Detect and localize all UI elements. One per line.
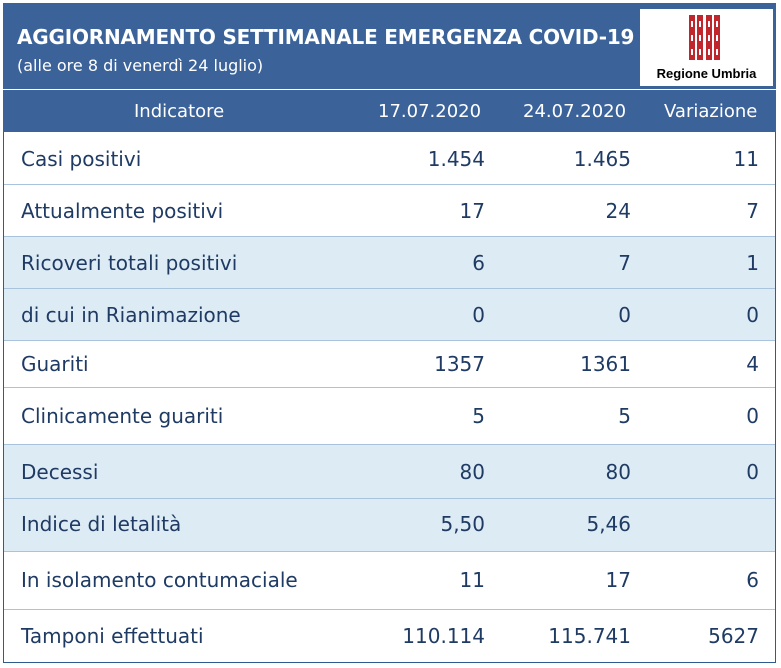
report-title: AGGIORNAMENTO SETTIMANALE EMERGENZA COVI… <box>17 25 635 49</box>
row-label: Tamponi effettuati <box>21 624 204 648</box>
curr-value: 5 <box>618 404 631 428</box>
column-header-indicatore: Indicatore <box>134 101 225 122</box>
row-label: Ricoveri totali positivi <box>21 251 238 275</box>
prev-value: 1357 <box>434 352 485 376</box>
column-header-previous-date: 17.07.2020 <box>378 101 482 122</box>
prev-value: 0 <box>472 303 485 327</box>
report-subtitle: (alle ore 8 di venerdì 24 luglio) <box>17 56 264 75</box>
table-row: di cui in Rianimazione 0 0 0 <box>4 289 775 341</box>
prev-value: 5 <box>472 404 485 428</box>
prev-value: 80 <box>459 460 485 484</box>
curr-value: 7 <box>618 251 631 275</box>
prev-value: 5,50 <box>440 512 485 536</box>
report-header: AGGIORNAMENTO SETTIMANALE EMERGENZA COVI… <box>3 3 776 89</box>
curr-value: 24 <box>605 199 631 223</box>
diff-value: 6 <box>746 568 759 592</box>
table-row: Tamponi effettuati 110.114 115.741 5627 <box>4 610 775 662</box>
row-label: Attualmente positivi <box>21 199 224 223</box>
table-row: Indice di letalità 5,50 5,46 <box>4 499 775 552</box>
diff-value: 0 <box>746 404 759 428</box>
regione-umbria-emblem-icon <box>688 13 721 62</box>
diff-value: 4 <box>746 352 759 376</box>
diff-value: 5627 <box>708 624 759 648</box>
curr-value: 115.741 <box>548 624 631 648</box>
table-row: Ricoveri totali positivi 6 7 1 <box>4 237 775 289</box>
diff-value: 11 <box>733 147 759 171</box>
prev-value: 6 <box>472 251 485 275</box>
row-label: Clinicamente guariti <box>21 404 224 428</box>
row-label: di cui in Rianimazione <box>21 303 241 327</box>
column-header-variazione: Variazione <box>664 101 758 122</box>
prev-value: 11 <box>459 568 485 592</box>
curr-value: 80 <box>605 460 631 484</box>
row-label: Indice di letalità <box>21 512 182 536</box>
table-row: Casi positivi 1.454 1.465 11 <box>4 132 775 185</box>
prev-value: 1.454 <box>427 147 485 171</box>
table-row: Decessi 80 80 0 <box>4 445 775 499</box>
logo-caption: Regione Umbria <box>656 66 757 81</box>
row-label: Decessi <box>21 460 99 484</box>
diff-value: 0 <box>746 460 759 484</box>
table-row: Attualmente positivi 17 24 7 <box>4 185 775 237</box>
row-label: Guariti <box>21 352 89 376</box>
diff-value: 1 <box>746 251 759 275</box>
curr-value: 17 <box>605 568 631 592</box>
curr-value: 0 <box>618 303 631 327</box>
curr-value: 1361 <box>580 352 631 376</box>
diff-value: 7 <box>746 199 759 223</box>
table-row: Clinicamente guariti 5 5 0 <box>4 388 775 445</box>
table-row: Guariti 1357 1361 4 <box>4 341 775 388</box>
prev-value: 17 <box>459 199 485 223</box>
table-header <box>3 89 776 132</box>
table-row: In isolamento contumaciale 11 17 6 <box>4 552 775 610</box>
prev-value: 110.114 <box>402 624 485 648</box>
regione-umbria-logo: Regione Umbria <box>640 9 773 86</box>
row-label: Casi positivi <box>21 147 142 171</box>
column-header-current-date: 24.07.2020 <box>523 101 627 122</box>
row-label: In isolamento contumaciale <box>21 568 298 592</box>
curr-value: 5,46 <box>586 512 631 536</box>
diff-value: 0 <box>746 303 759 327</box>
curr-value: 1.465 <box>573 147 631 171</box>
